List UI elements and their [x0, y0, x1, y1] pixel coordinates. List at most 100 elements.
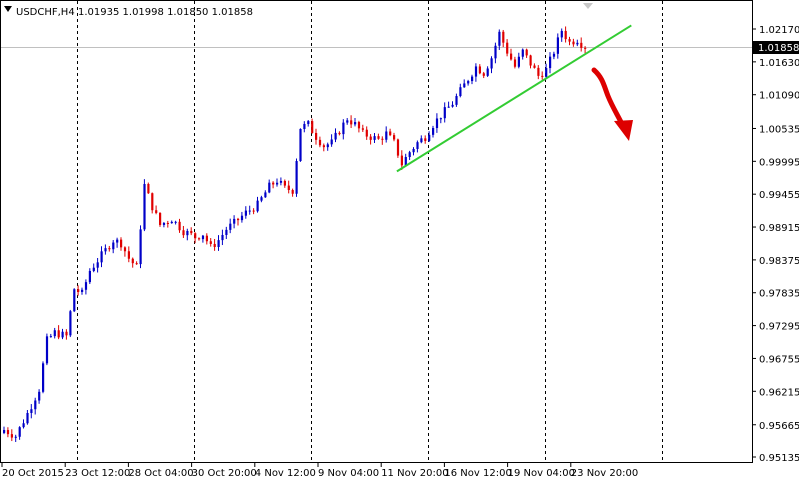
candle [552, 51, 556, 60]
candle [490, 56, 493, 74]
candle [240, 211, 244, 223]
chart-shift-marker-icon[interactable] [583, 3, 593, 9]
candle [116, 237, 119, 248]
candle [334, 128, 337, 143]
candle [84, 279, 88, 295]
candle [256, 196, 259, 213]
candle [326, 142, 329, 151]
candle [272, 181, 275, 189]
candle [361, 124, 364, 132]
candle [252, 208, 255, 215]
candle [443, 102, 446, 123]
candle [127, 246, 130, 263]
candle [486, 66, 489, 77]
current-price-value: 1.01858 [758, 43, 799, 54]
candle [77, 285, 80, 296]
candle [217, 235, 220, 251]
candle [151, 192, 154, 214]
candle [283, 179, 286, 188]
candle [541, 71, 544, 80]
candle [346, 118, 349, 125]
candle [92, 263, 95, 273]
candle [416, 140, 419, 153]
candle [65, 329, 68, 340]
price-tick-label: 0.95135 [759, 453, 799, 464]
candle [338, 131, 341, 136]
candle [564, 26, 567, 43]
candle [131, 257, 134, 268]
candle [174, 220, 177, 225]
candle [451, 101, 454, 108]
candle [260, 195, 263, 203]
candle [494, 42, 497, 64]
candle [147, 182, 150, 194]
candle [576, 39, 579, 47]
candle [381, 136, 384, 145]
candle [439, 117, 442, 124]
time-tick-label: 23 Nov 20:00 [571, 468, 638, 479]
candle [322, 143, 325, 152]
rising-trendline[interactable] [396, 24, 632, 173]
candle [482, 71, 485, 79]
candle [264, 190, 267, 198]
symbol-label: USDCHF,H4 [16, 7, 75, 18]
bearish-projection[interactable] [591, 67, 633, 141]
candle [400, 150, 403, 170]
candle [545, 63, 548, 78]
candle [10, 429, 13, 442]
candle [307, 119, 310, 127]
arrow-head-icon [614, 120, 633, 141]
candle [467, 79, 470, 86]
time-tick-label: 28 Oct 04:00 [128, 468, 193, 479]
candle [291, 188, 294, 197]
candle [22, 419, 25, 429]
candle [377, 133, 380, 140]
candle [568, 36, 571, 46]
chart-menu-triangle-icon[interactable] [4, 6, 12, 12]
candle [42, 361, 45, 394]
current-price-tag [753, 41, 799, 54]
candle [393, 132, 396, 142]
candle [178, 218, 181, 233]
candle [556, 33, 559, 59]
candle [315, 128, 318, 145]
candle [201, 234, 205, 243]
candle [209, 238, 212, 247]
candle [369, 134, 372, 145]
candle [428, 131, 431, 143]
candle [525, 48, 528, 58]
price-tick-label: 1.01090 [759, 91, 799, 102]
candle [18, 426, 21, 440]
candle [237, 217, 240, 226]
price-tick-label: 0.99455 [759, 190, 799, 201]
candle [61, 328, 64, 340]
candle [474, 63, 478, 82]
candle [533, 63, 536, 69]
price-tick-label: 0.97295 [759, 322, 799, 333]
candle [190, 227, 193, 236]
candle [45, 333, 49, 366]
candle [517, 52, 520, 69]
candle [357, 120, 361, 133]
candle [373, 132, 376, 144]
candle [229, 218, 232, 234]
candle [447, 101, 450, 108]
candle [498, 29, 501, 50]
time-tick-label: 20 Oct 2015 [2, 468, 64, 479]
candle [584, 46, 587, 54]
candle [463, 79, 466, 88]
candle [506, 39, 509, 57]
candle [404, 153, 407, 167]
candle [6, 427, 10, 438]
time-tick-label: 30 Oct 20:00 [192, 468, 257, 479]
candle [30, 404, 33, 419]
candle [365, 126, 368, 140]
price-tick-label: 1.02170 [759, 25, 799, 36]
candle [49, 333, 52, 338]
candle [276, 178, 279, 187]
candle [354, 117, 357, 127]
candle [53, 327, 56, 339]
